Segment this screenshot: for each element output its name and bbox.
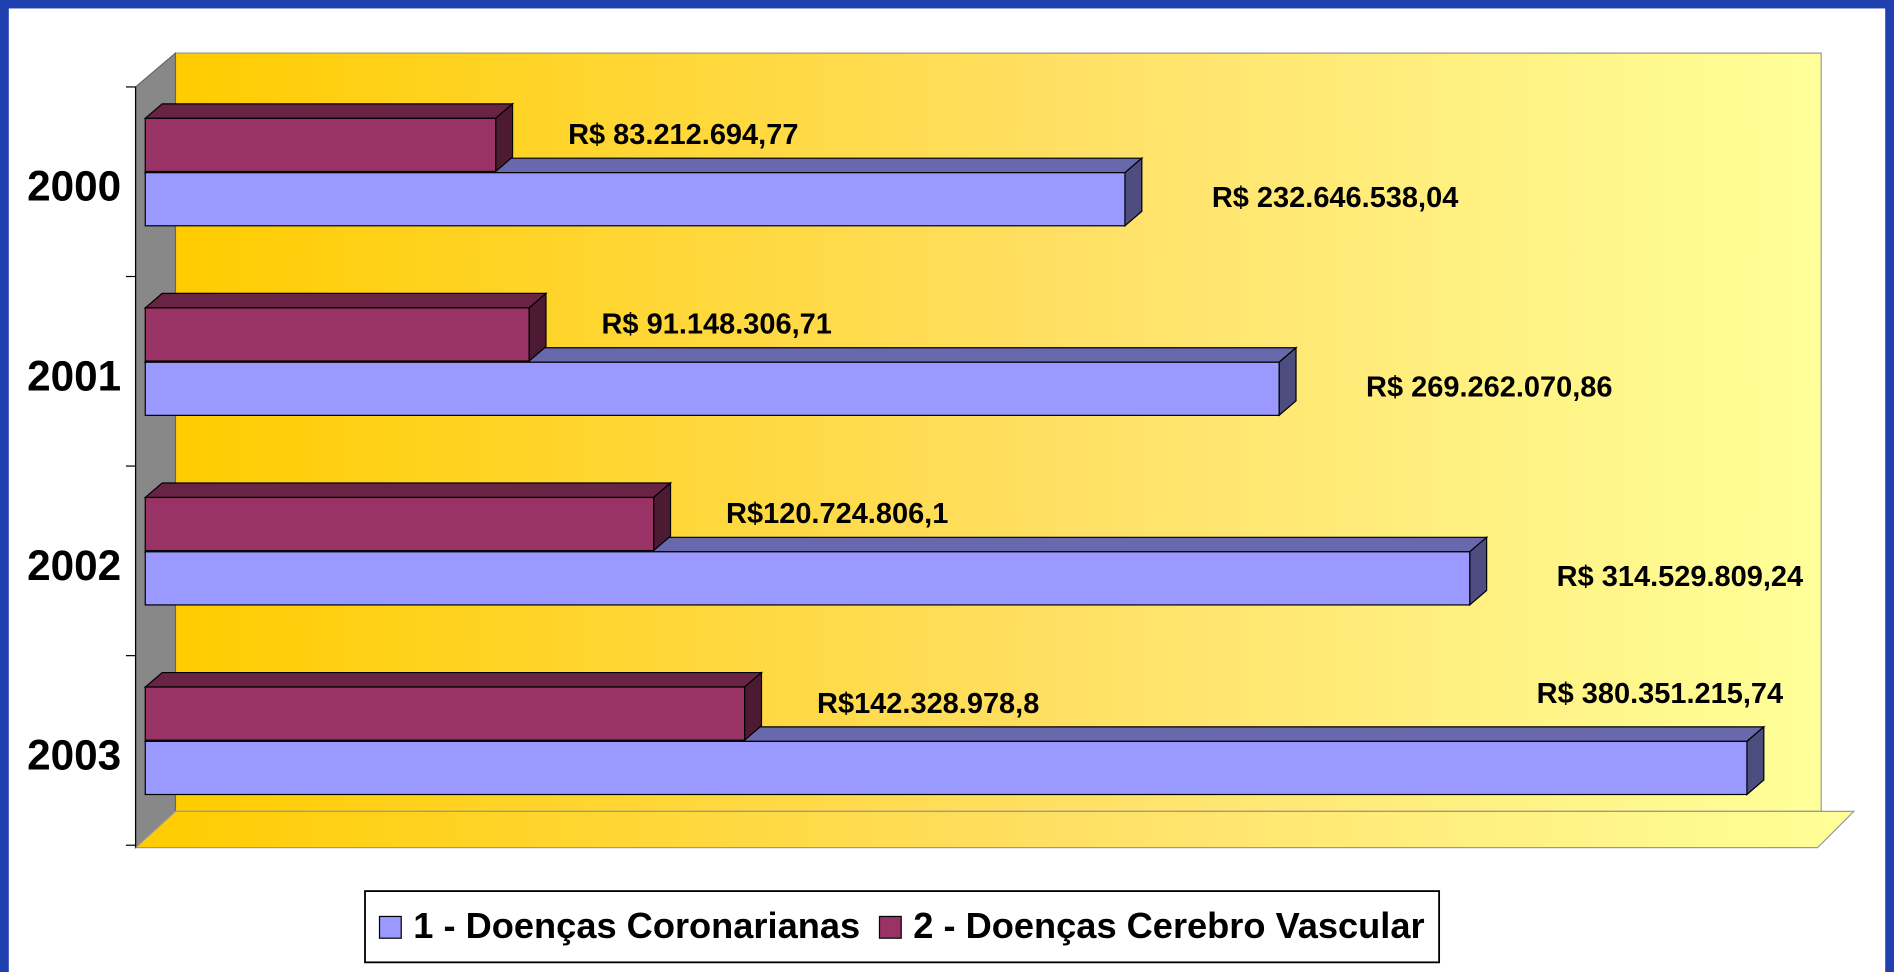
- bar: [144, 496, 655, 552]
- bar: [144, 117, 497, 173]
- legend: [364, 890, 1441, 964]
- data-label: R$ 380.351.215,74: [1537, 678, 1783, 710]
- bar: [144, 172, 1126, 227]
- bar-top: [143, 103, 515, 119]
- legend-swatch: [378, 915, 402, 939]
- bar-top: [143, 482, 673, 499]
- y-tick-label: 2003: [27, 731, 121, 778]
- legend-label: 2 - Doenças Cerebro Vascular: [913, 905, 1424, 946]
- bar-top: [143, 292, 548, 309]
- data-label: R$ 314.529.809,24: [1557, 561, 1803, 593]
- bar-top: [143, 671, 764, 688]
- legend-swatch: [878, 915, 902, 939]
- y-tick-label: 2002: [27, 542, 121, 589]
- data-label: R$ 269.262.070,86: [1366, 371, 1612, 403]
- bar: [144, 686, 746, 741]
- data-label: R$ 91.148.306,71: [602, 309, 832, 341]
- bar: [144, 551, 1471, 606]
- legend-label: 1 - Doenças Coronarianas: [413, 905, 860, 946]
- bar: [144, 307, 530, 362]
- bar: [144, 740, 1748, 796]
- data-label: R$ 83.212.694,77: [568, 119, 798, 151]
- data-label: R$120.724.806,1: [726, 498, 948, 530]
- data-label: R$142.328.978,8: [817, 688, 1039, 720]
- y-tick-label: 2000: [27, 163, 121, 210]
- data-label: R$ 232.646.538,04: [1212, 182, 1458, 214]
- y-tick-label: 2001: [27, 352, 121, 399]
- bar: [144, 361, 1280, 416]
- floor: [134, 810, 1856, 849]
